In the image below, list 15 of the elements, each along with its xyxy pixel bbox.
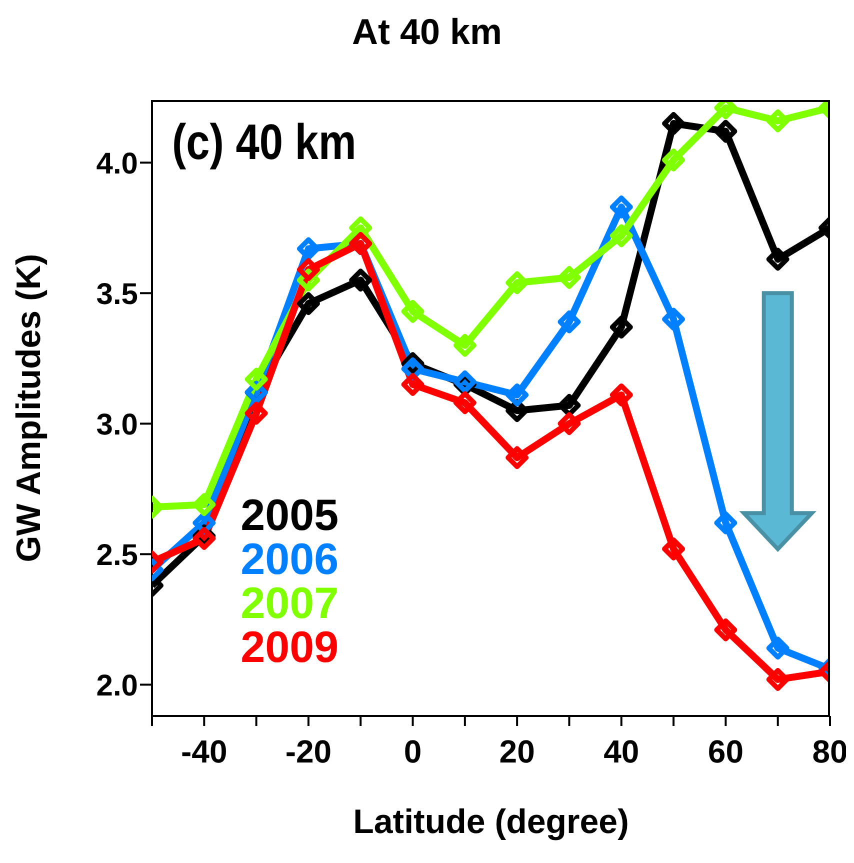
- x-tick-label: -40: [181, 734, 228, 770]
- x-axis-title: Latitude (degree): [353, 803, 629, 841]
- y-tick-label: 2.5: [96, 538, 138, 572]
- y-tick-label: 4.0: [96, 147, 138, 180]
- x-tick-label: 60: [708, 734, 744, 770]
- y-tick-label: 2.0: [96, 669, 138, 702]
- y-axis-title: GW Amplitudes (K): [10, 254, 48, 562]
- annotation: (c) 40 km: [172, 114, 356, 170]
- x-tick-label: 40: [604, 734, 640, 770]
- x-tick-label: 0: [404, 734, 422, 770]
- x-tick-label: 20: [499, 734, 535, 770]
- chart-title: At 40 km: [350, 11, 504, 52]
- y-tick-label: 3.5: [96, 278, 138, 311]
- y-tick-label: 3.0: [96, 408, 138, 442]
- x-tick-label: -20: [285, 734, 332, 770]
